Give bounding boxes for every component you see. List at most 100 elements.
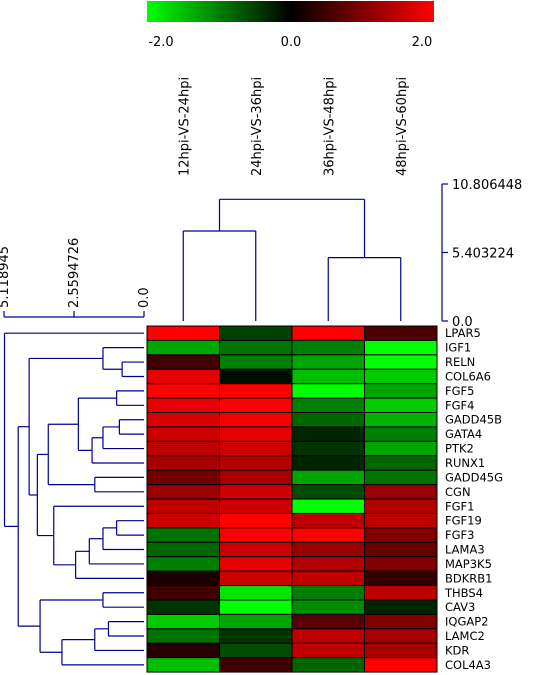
heatmap-cell	[146, 541, 220, 558]
heatmap-cell	[291, 397, 365, 414]
heatmap-cell	[219, 440, 293, 457]
heatmap-cell	[146, 354, 220, 370]
heatmap-cell	[364, 325, 438, 341]
heatmap-cell	[146, 412, 220, 428]
heatmap-cell	[219, 339, 293, 356]
row-label: FGF5	[445, 384, 474, 398]
heatmap-cell	[364, 397, 438, 414]
heatmap-cell	[364, 527, 438, 543]
column-scale-label: 10.806448	[452, 178, 522, 193]
row-labels: LPAR5IGF1RELNCOL6A6FGF5FGF4GADD45BGATA4P…	[444, 326, 503, 672]
color-scale: -2.0 0.0 2.0	[147, 1, 434, 50]
column-label: 48hpi-VS-60hpi	[395, 77, 410, 176]
heatmap-cell	[291, 585, 365, 601]
heatmap-cell	[219, 541, 293, 558]
heatmap-cell	[219, 628, 293, 644]
heatmap-cell	[364, 657, 438, 673]
row-label: FGF4	[445, 398, 474, 412]
heatmap-cell	[146, 484, 220, 500]
heatmap-cell	[291, 484, 365, 500]
heatmap-cell	[146, 368, 220, 385]
heatmap-cell	[219, 484, 293, 500]
row-scale-label: 0.0	[137, 287, 152, 308]
heatmap-cell	[291, 628, 365, 644]
heatmap-cell	[291, 613, 365, 630]
heatmap-cell	[364, 570, 438, 587]
heatmap-cell	[364, 642, 438, 659]
heatmap-cell	[364, 368, 438, 385]
heatmap-cells	[146, 325, 438, 673]
heatmap-cell	[291, 657, 365, 673]
row-label: BDKRB1	[445, 571, 492, 585]
heatmap-cell	[146, 657, 220, 673]
row-dendrogram	[3, 332, 144, 666]
row-label: MAP3K5	[445, 557, 492, 571]
row-label: KDR	[445, 643, 469, 657]
heatmap-cell	[146, 339, 220, 356]
column-label: 12hpi-VS-24hpi	[177, 77, 192, 176]
heatmap-cell	[291, 354, 365, 370]
row-label: FGF1	[445, 499, 474, 513]
color-scale-min-label: -2.0	[148, 35, 173, 50]
heatmap-cell	[219, 397, 293, 414]
heatmap-cell	[219, 512, 293, 529]
heatmap-cell	[146, 599, 220, 615]
heatmap-cell	[364, 455, 438, 471]
heatmap-cell	[291, 469, 365, 486]
heatmap-cell	[219, 455, 293, 471]
heatmap-cell	[364, 469, 438, 486]
row-label: THBS4	[444, 586, 483, 600]
heatmap-cell	[364, 613, 438, 630]
heatmap-cell	[364, 585, 438, 601]
heatmap-cell	[146, 383, 220, 399]
heatmap-cell	[291, 455, 365, 471]
heatmap-cell	[364, 512, 438, 529]
row-dendrogram-scale: 5.118945 2.5594726 0.0	[0, 238, 152, 318]
heatmap-cell	[291, 426, 365, 442]
heatmap-cell	[146, 527, 220, 543]
heatmap-cell	[364, 541, 438, 558]
heatmap-cell	[219, 613, 293, 630]
heatmap-cell	[219, 556, 293, 572]
heatmap-cell	[291, 440, 365, 457]
heatmap-cell	[291, 325, 365, 341]
row-label: COL6A6	[445, 369, 491, 383]
row-label: CAV3	[445, 600, 475, 614]
heatmap-cell	[219, 657, 293, 673]
heatmap-cell	[219, 642, 293, 659]
heatmap-cell	[146, 585, 220, 601]
row-label: PTK2	[445, 442, 474, 456]
column-dendrogram	[182, 198, 402, 321]
heatmap-cell	[364, 383, 438, 399]
row-label: GADD45G	[445, 470, 503, 484]
color-scale-mid-label: 0.0	[281, 35, 302, 50]
heatmap-cell	[291, 642, 365, 659]
row-label: RUNX1	[445, 456, 485, 470]
heatmap-cell	[146, 469, 220, 486]
heatmap-cell	[291, 570, 365, 587]
heatmap-cell	[146, 556, 220, 572]
column-label: 24hpi-VS-36hpi	[250, 77, 265, 176]
heatmap-cell	[146, 613, 220, 630]
column-scale-label: 5.403224	[452, 247, 514, 262]
heatmap-cell	[219, 498, 293, 514]
heatmap-cell	[364, 412, 438, 428]
heatmap-cell	[146, 642, 220, 659]
row-scale-label: 5.118945	[0, 246, 12, 308]
heatmap-cell	[219, 527, 293, 543]
heatmap-cell	[364, 556, 438, 572]
row-label: LAMC2	[445, 629, 485, 643]
heatmap-cell	[291, 339, 365, 356]
row-label: LAMA3	[445, 543, 485, 557]
heatmap-cell	[146, 570, 220, 587]
row-label: FGF19	[445, 514, 482, 528]
row-label: CGN	[445, 485, 471, 499]
heatmap-cell	[219, 325, 293, 341]
heatmap-cell	[291, 498, 365, 514]
row-label: RELN	[445, 355, 475, 369]
column-dendrogram-scale: 10.806448 5.403224 0.0	[441, 178, 522, 330]
heatmap-cell	[291, 599, 365, 615]
heatmap-cell	[219, 383, 293, 399]
row-label: GADD45B	[445, 413, 502, 427]
